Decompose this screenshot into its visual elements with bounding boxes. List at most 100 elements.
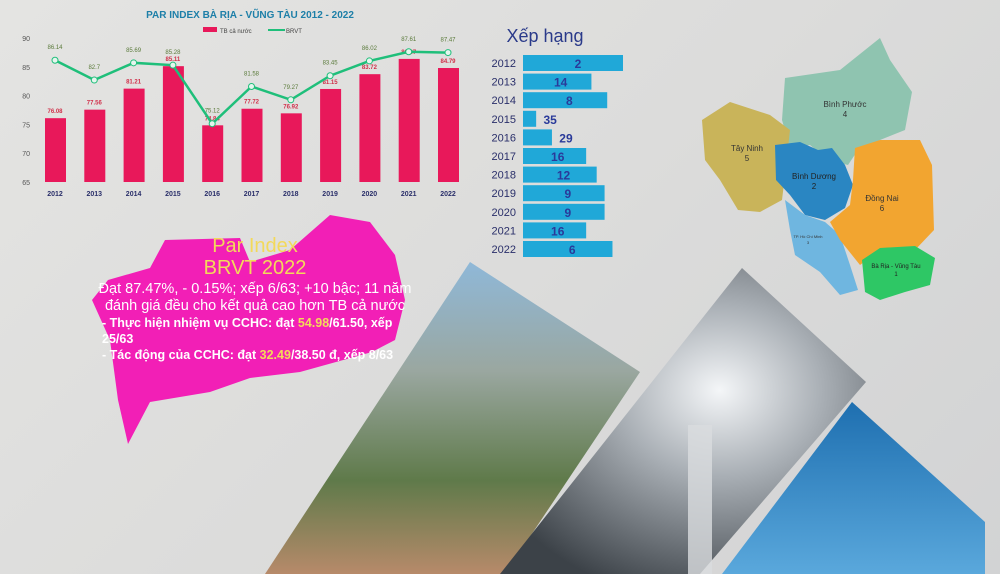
line-label-2015: 85.28 (165, 50, 181, 56)
ranking-year-label: 2017 (492, 151, 516, 163)
bar-label-2019: 81.15 (323, 80, 339, 86)
bar-2019 (320, 88, 342, 182)
map-rank-tay-ninh: 5 (745, 154, 750, 163)
line-point-2019 (326, 72, 334, 80)
bar-2017 (241, 108, 263, 182)
y-tick-label: 90 (22, 36, 30, 43)
x-tick-label: 2012 (47, 191, 63, 198)
map-rank-hcmc: 3 (807, 240, 810, 245)
x-tick-label: 2014 (126, 191, 142, 198)
ranking-value-2016: 29 (559, 131, 573, 145)
x-tick-label: 2016 (204, 191, 220, 198)
ranking-year-label: 2021 (492, 225, 516, 237)
ranking-bar-2016 (523, 129, 552, 146)
summary-title-line1: Par Index (212, 235, 298, 257)
ranking-title: Xếp hạng (506, 26, 583, 46)
x-tick-label: 2021 (401, 191, 417, 198)
chart-title: PAR INDEX BÀ RỊA - VŨNG TÀU 2012 - 2022 (146, 8, 354, 21)
bar-label-2018: 76.92 (283, 104, 299, 110)
line-label-2022: 87.47 (440, 38, 456, 44)
line-point-2014 (130, 59, 138, 67)
ranking-year-label: 2012 (492, 58, 516, 70)
line-point-2017 (248, 82, 255, 90)
ranking-value-2022: 6 (569, 243, 576, 257)
map-region-binh-duong (775, 142, 853, 220)
ranking-bar-2019 (523, 185, 605, 202)
summary-item-1: - Thực hiện nhiệm vụ CCHC: đạt 54.98/61.… (102, 315, 420, 347)
x-tick-label: 2018 (283, 191, 299, 198)
legend-label-line: BRVT (286, 29, 302, 35)
map-rank-binh-phuoc: 4 (843, 110, 848, 119)
sea-photo (722, 402, 985, 574)
ranking-value-2014: 8 (566, 94, 573, 108)
ranking-value-2021: 16 (551, 224, 565, 238)
x-tick-label: 2017 (244, 191, 260, 198)
map-rank-ba-ria-vung-tau: 1 (894, 272, 898, 278)
ranking-year-label: 2015 (492, 114, 516, 126)
line-point-2016 (208, 120, 216, 128)
bar-2013 (84, 109, 106, 182)
bar-2014 (123, 88, 145, 182)
x-tick-label: 2013 (87, 191, 103, 198)
line-point-2013 (90, 76, 98, 84)
bar-2016 (202, 125, 224, 182)
item2-value: 32.49 (259, 348, 291, 362)
ranking-value-2017: 16 (551, 150, 565, 164)
bar-label-2022: 84.79 (440, 59, 456, 65)
map-region-binh-phuoc (782, 38, 912, 165)
summary-item-2: - Tác động của CCHC: đạt 32.49/38.50 đ, … (102, 347, 420, 363)
item1-value: 54.98 (297, 316, 330, 330)
item1-prefix: - Thực hiện nhiệm vụ CCHC: đạt (102, 316, 298, 330)
line-label-2016: 75.12 (205, 109, 221, 115)
ranking-value-2018: 12 (557, 169, 571, 183)
line-point-2021 (405, 48, 413, 56)
ranking-bar-2015 (523, 110, 537, 127)
y-tick-label: 80 (22, 94, 30, 101)
y-tick-label: 70 (22, 151, 30, 158)
line-label-2014: 85.69 (126, 48, 142, 54)
map-region-dong-nai (830, 140, 934, 265)
lighthouse-icon (688, 425, 712, 574)
bar-label-2020: 83.72 (362, 65, 378, 71)
ranking-year-label: 2020 (492, 207, 516, 219)
ranking-year-label: 2014 (492, 95, 516, 107)
ranking-bar-2022 (523, 241, 613, 257)
bar-label-2016: 74.84 (205, 116, 221, 122)
map-label-hcmc: TP. Hồ Chí Minh (793, 234, 822, 239)
ranking-value-2020: 9 (565, 206, 572, 220)
bar-label-2013: 77.56 (87, 101, 103, 107)
legend-label-bar: TB cả nước (220, 29, 252, 35)
ranking-year-label: 2016 (492, 132, 516, 144)
x-tick-label: 2015 (165, 191, 181, 198)
bar-label-2017: 77.72 (244, 100, 260, 106)
ranking-bar-2021 (523, 222, 587, 239)
bar-2012 (45, 118, 66, 182)
ranking-bar-2020 (523, 203, 605, 220)
map-region-tay-ninh (702, 102, 790, 212)
ranking-year-label: 2022 (492, 244, 516, 256)
bar-label-2014: 81.21 (126, 80, 142, 86)
line-label-2020: 86.02 (362, 46, 378, 52)
summary-main-text: Đạt 87.47%, - 0.15%; xếp 6/63; +10 bậc; … (98, 281, 412, 314)
ranking-year-label: 2018 (492, 170, 516, 182)
line-label-2012: 86.14 (47, 45, 63, 51)
brvt-pink-shape (92, 215, 405, 444)
line-point-2022 (444, 49, 452, 57)
x-tick-label: 2020 (362, 191, 378, 198)
line-point-2015 (169, 61, 177, 69)
bar-label-2012: 76.08 (47, 109, 63, 115)
x-tick-label: 2022 (440, 191, 456, 198)
item1-suffix: /61.50, xếp 25/63 (102, 316, 393, 346)
ranking-value-2013: 14 (554, 76, 568, 90)
lighthouse-photo (500, 268, 866, 574)
bar-label-2015: 85.11 (166, 57, 181, 63)
ranking-value-2012: 2 (575, 57, 582, 71)
line-label-2013: 82.7 (88, 65, 100, 71)
item2-suffix: /38.50 đ, xếp 8/63 (290, 348, 394, 362)
legend-swatch-bar (203, 27, 217, 32)
x-tick-label: 2019 (322, 191, 338, 198)
bar-2021 (398, 58, 420, 182)
map-label-ba-ria-vung-tau: Bà Rịa - Vũng Tàu (871, 264, 920, 270)
ranking-bar-2018 (523, 166, 597, 183)
